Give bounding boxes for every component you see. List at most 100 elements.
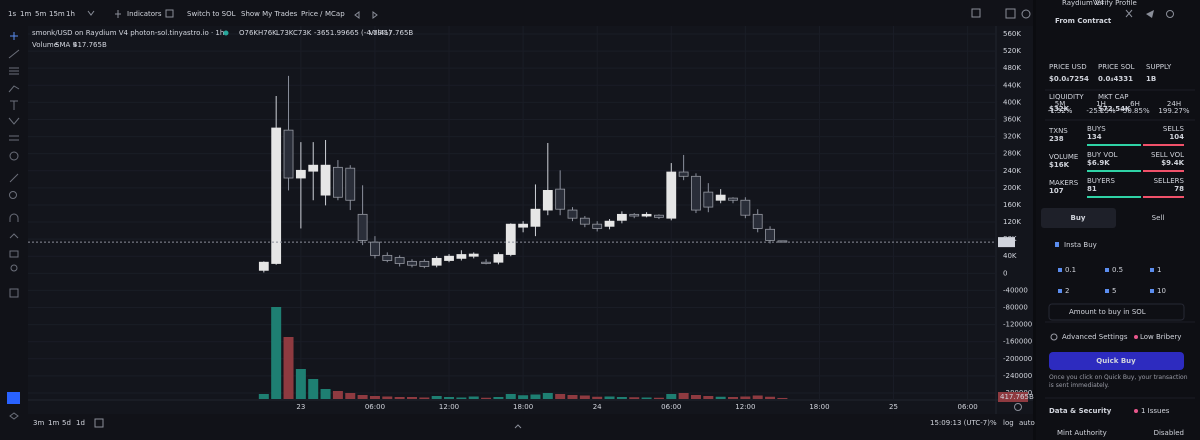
quick-buy-note: Once you click on Quick Buy, your transa… [1049,374,1188,389]
tool-lock[interactable] [9,250,19,258]
collapse-icon[interactable] [514,424,522,429]
volume-bar [444,397,455,399]
ratio-bar-sell [1143,196,1184,198]
switch-currency-button[interactable]: Switch to SOL [187,10,236,18]
tool-eye[interactable] [10,264,18,272]
indicators-button[interactable]: Indicators [127,10,162,18]
price-toggle[interactable]: Price [301,10,318,18]
candle-body [567,209,578,219]
tool-icon[interactable] [9,151,19,161]
amount-option[interactable]: 1 [1157,266,1161,274]
volume-bar [468,396,479,399]
amount-input[interactable] [1048,303,1185,321]
quick-buy-label[interactable]: Quick Buy [1096,357,1136,365]
candle-body [654,214,664,218]
amount-option[interactable]: 0.5 [1112,266,1123,274]
candle-body [616,213,627,221]
auto-toggle[interactable]: auto [1019,419,1035,427]
tool-forecast[interactable] [9,135,19,141]
tool-trash[interactable] [9,288,19,298]
interval-dropdown[interactable] [87,10,95,16]
website-link[interactable] [1166,10,1174,18]
amount-option[interactable]: 10 [1157,287,1166,295]
note-box: Once you click on Quick Buy, your transa… [1049,374,1188,389]
tool-ruler[interactable] [9,173,19,183]
amount-option[interactable]: 5 [1112,287,1116,295]
interval-button[interactable]: 1m [20,10,31,18]
verify-link[interactable]: Verify Profile [1093,0,1137,7]
percent-toggle[interactable]: % [990,419,997,427]
buy-tab-label[interactable]: Buy [1071,214,1086,222]
ratio-bar-buy [1087,196,1141,198]
redo[interactable] [372,11,378,19]
tool-active[interactable] [7,392,20,404]
bribery-setting[interactable]: Low Bribery [1140,333,1181,341]
telegram-link[interactable] [1146,10,1154,18]
volume-bar [715,396,726,399]
ohlc-value: L73K [276,29,294,37]
settings-icon[interactable] [971,8,981,18]
candle-body [691,175,701,211]
fullscreen-icon[interactable] [1005,8,1016,19]
candle-body [456,254,467,259]
volume-bar [666,394,677,399]
indicators-icon[interactable] [115,10,121,18]
snapshot-icon[interactable] [1021,9,1031,19]
candle-body [320,164,331,196]
volume-bar [518,395,529,399]
advanced-settings[interactable]: Advanced Settings [1062,333,1128,341]
volume-sma-value: 417.765B [73,41,107,49]
change-value: -3651.99665 (-4.79%) [314,29,392,37]
interval-button[interactable]: 15m [49,10,65,18]
interval-button[interactable]: 5m [35,10,46,18]
range-button[interactable]: 1d [76,419,85,427]
show-trades-button[interactable]: Show My Trades [241,10,298,18]
activity-left-value: 81 [1087,185,1097,193]
x-link[interactable] [1125,9,1133,18]
volume-bar [703,396,714,399]
buy-tab[interactable] [1041,208,1116,228]
tool-magnet[interactable] [9,213,19,222]
scale-settings[interactable] [1014,403,1022,411]
quick-buy-button[interactable] [1049,352,1184,370]
volume-bar [369,396,380,399]
range-button[interactable]: 3m [33,419,44,427]
range-button[interactable]: 1m [48,419,59,427]
change-value: -50.85% [1120,107,1150,115]
undo[interactable] [354,11,360,19]
change-label: 6H [1130,100,1140,108]
top-toolbar [0,0,1033,26]
volume-bar [419,397,430,399]
volume-bar [567,395,578,399]
amount-option[interactable]: 2 [1065,287,1069,295]
amount-option[interactable]: 0.1 [1065,266,1076,274]
interval-button[interactable]: 1s [8,10,16,18]
mcap-toggle[interactable]: MCap [325,10,345,18]
log-toggle[interactable]: log [1003,419,1014,427]
sell-tab-label[interactable]: Sell [1152,214,1165,222]
separator: / [320,10,323,18]
volume-bar [320,389,331,399]
tool-lock-draw[interactable] [9,233,19,239]
tool-line[interactable] [8,49,20,59]
from-contract: From Contract [1055,17,1112,25]
layout-icon[interactable] [165,9,174,18]
tool-pattern[interactable] [8,117,20,125]
tool-layers[interactable] [9,412,19,420]
range-button[interactable]: 5d [62,419,71,427]
buy-mode[interactable]: Insta Buy [1064,241,1097,249]
tool-brush[interactable] [8,85,20,93]
candle-body [629,213,640,217]
y-tick-label: -200000 [1003,355,1032,363]
tool-text[interactable] [10,100,18,110]
tool-fib[interactable] [9,67,19,75]
date-range-icon[interactable] [94,418,104,428]
volume-bar [394,397,405,399]
y-tick-label: 280K [1003,150,1021,158]
interval-button[interactable]: 1h [66,10,75,18]
y-tick-label: 440K [1003,81,1021,89]
tool-zoom[interactable] [9,191,17,199]
candle-body [419,260,430,267]
tool-crosshair[interactable] [10,32,18,40]
amount-placeholder[interactable]: Amount to buy in SOL [1069,308,1146,316]
